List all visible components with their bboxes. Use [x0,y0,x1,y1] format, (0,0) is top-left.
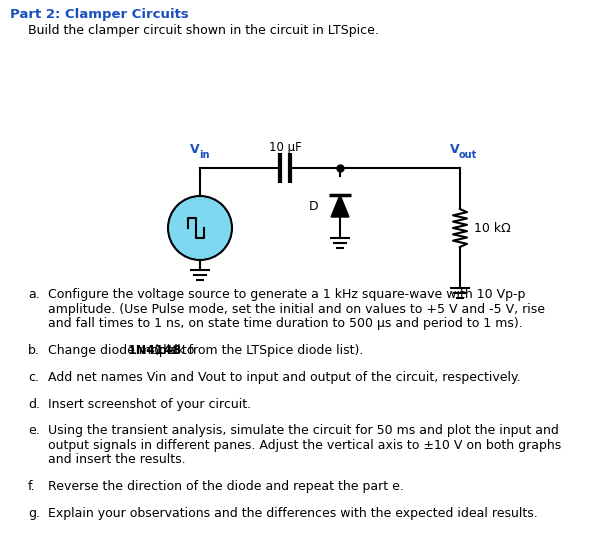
Text: Add net names Vin and Vout to input and output of the circuit, respectively.: Add net names Vin and Vout to input and … [48,371,521,384]
Text: D: D [308,200,318,213]
Text: and fall times to 1 ns, on state time duration to 500 μs and period to 1 ms).: and fall times to 1 ns, on state time du… [48,317,523,330]
Text: Insert screenshot of your circuit.: Insert screenshot of your circuit. [48,397,251,411]
Text: V: V [450,143,460,156]
Text: f.: f. [28,480,35,493]
Text: Reverse the direction of the diode and repeat the part e.: Reverse the direction of the diode and r… [48,480,404,493]
Text: e.: e. [28,425,40,437]
Text: amplitude. (Use Pulse mode, set the initial and on values to +5 V and -5 V, rise: amplitude. (Use Pulse mode, set the init… [48,302,545,315]
Text: Change diode model to 1N4148 (pick from the LTSpice diode list).: Change diode model to 1N4148 (pick from … [48,344,461,357]
Text: and insert the results.: and insert the results. [48,454,185,466]
Text: Configure the voltage source to generate a 1 kHz square-wave with 10 Vp-p: Configure the voltage source to generate… [48,288,525,301]
Text: d.: d. [28,397,40,411]
Text: 1N4148: 1N4148 [128,344,182,357]
Text: (pick from the LTSpice diode list).: (pick from the LTSpice diode list). [149,344,363,357]
Text: g.: g. [28,507,40,520]
Text: V: V [190,143,200,156]
Text: output signals in different panes. Adjust the vertical axis to ±10 V on both gra: output signals in different panes. Adjus… [48,439,561,452]
Text: out: out [459,150,477,160]
Text: Using the transient analysis, simulate the circuit for 50 ms and plot the input : Using the transient analysis, simulate t… [48,425,559,437]
Text: Part 2: Clamper Circuits: Part 2: Clamper Circuits [10,8,188,21]
Polygon shape [331,195,349,217]
Text: Explain your observations and the differences with the expected ideal results.: Explain your observations and the differ… [48,507,538,520]
Text: a.: a. [28,288,40,301]
Text: in: in [199,150,209,160]
Text: Build the clamper circuit shown in the circuit in LTSpice.: Build the clamper circuit shown in the c… [28,24,379,37]
Text: Change diode model to: Change diode model to [48,344,198,357]
Text: c.: c. [28,371,39,384]
Circle shape [168,196,232,260]
Text: 10 kΩ: 10 kΩ [474,222,511,234]
Text: 10 μF: 10 μF [269,141,301,154]
Text: b.: b. [28,344,40,357]
